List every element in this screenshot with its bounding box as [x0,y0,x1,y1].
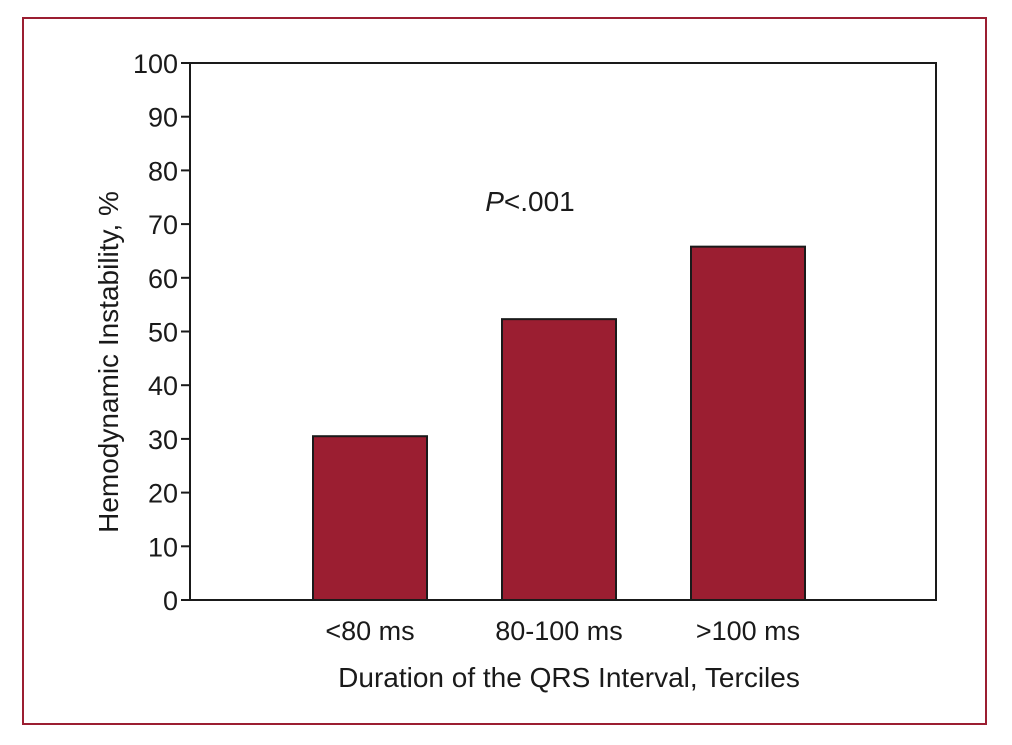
y-tick-label: 100 [133,49,178,79]
y-tick-label: 30 [148,425,178,455]
p-value-rest: <.001 [504,186,575,217]
y-tick-label: 80 [148,156,178,186]
y-tick-label: 40 [148,371,178,401]
y-tick-label: 20 [148,479,178,509]
p-value-annotation: P<.001 [485,186,575,217]
bar [690,245,806,602]
y-tick-label: 60 [148,264,178,294]
bar [312,435,428,601]
y-tick-label: 0 [163,586,178,616]
y-tick-label: 90 [148,103,178,133]
x-axis-title: Duration of the QRS Interval, Terciles [338,662,800,693]
y-tick-label: 70 [148,210,178,240]
y-axis-ticks: 0 10 20 30 40 50 60 70 80 90 100 [133,49,190,616]
bars-group [312,245,806,602]
x-category-label: >100 ms [696,616,800,646]
y-axis-title: Hemodynamic Instability, % [93,191,124,533]
bar [501,318,617,601]
x-category-label: <80 ms [325,616,414,646]
x-axis-category-labels: <80 ms 80-100 ms >100 ms [325,616,800,646]
x-category-label: 80-100 ms [495,616,623,646]
figure-frame [22,17,987,725]
y-tick-label: 50 [148,318,178,348]
y-tick-label: 10 [148,532,178,562]
p-value-italic: P [485,186,504,217]
